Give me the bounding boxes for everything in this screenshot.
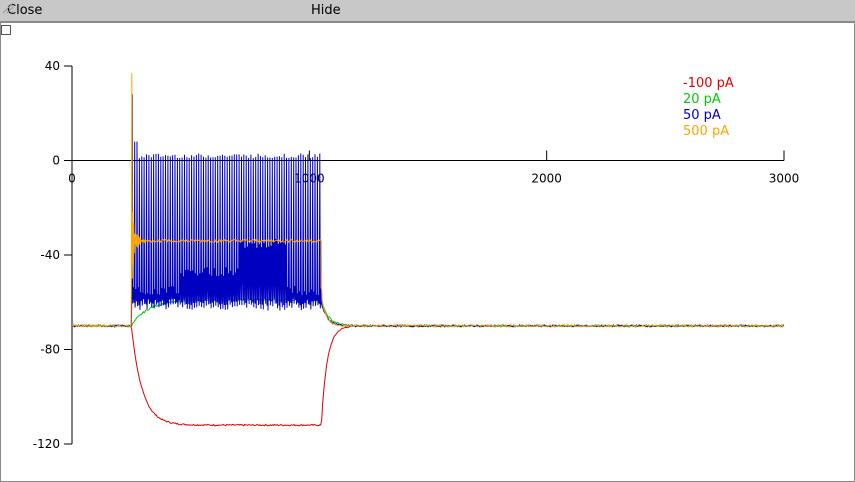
x-tick-label: 2000: [531, 172, 562, 186]
legend-entry: 20 pA: [683, 92, 721, 107]
legend-entry: -100 pA: [683, 76, 734, 91]
traces: [71, 73, 785, 427]
trace-500-pa: [71, 73, 784, 328]
resize-grip-icon[interactable]: [0, 0, 14, 14]
legend-entry: 500 pA: [683, 124, 729, 139]
legend-entry: 50 pA: [683, 108, 721, 123]
hide-button[interactable]: Hide: [311, 3, 341, 18]
y-tick-label: 40: [45, 59, 60, 73]
close-button[interactable]: Close: [7, 3, 43, 18]
y-tick-label: 0: [52, 154, 60, 168]
trace-20-pa: [71, 298, 785, 328]
x-tick-label: 3000: [769, 172, 800, 186]
y-tick-label: -120: [33, 437, 60, 451]
x-tick-label: 0: [68, 172, 76, 186]
trace-minus-100-pa: [71, 324, 785, 427]
trace-50-pa: [71, 94, 784, 328]
y-tick-label: -40: [40, 248, 60, 262]
window-checkbox[interactable]: [1, 25, 11, 35]
y-tick-label: -80: [40, 343, 60, 357]
menu-bar: Close Hide: [0, 0, 855, 22]
